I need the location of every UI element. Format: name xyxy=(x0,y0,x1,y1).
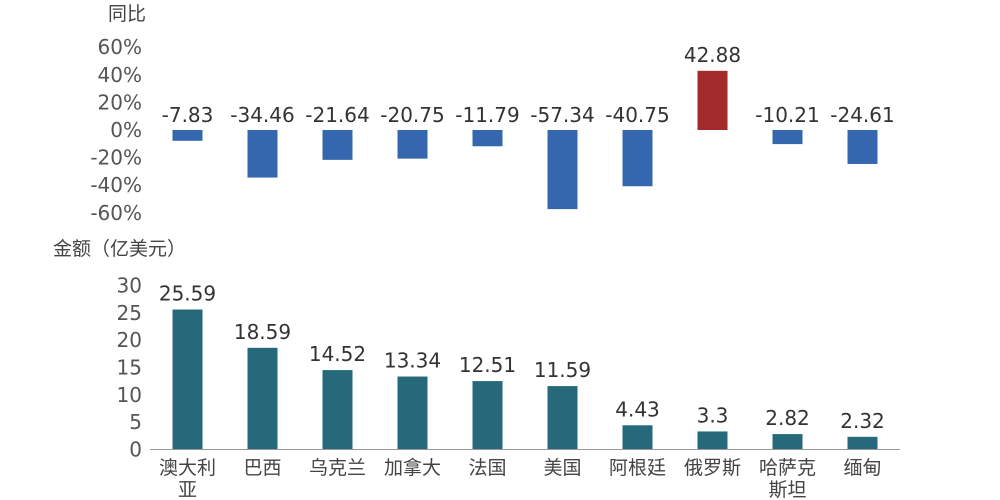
amount-data-label: 11.59 xyxy=(534,358,591,382)
yoy-data-label: -40.75 xyxy=(605,103,669,127)
amount-bar xyxy=(697,431,728,450)
amount-y-tick-label: 15 xyxy=(117,355,142,379)
amount-y-tick-label: 25 xyxy=(117,301,142,325)
amount-bar xyxy=(772,434,803,450)
yoy-data-label: -11.79 xyxy=(455,103,519,127)
yoy-y-tick-label: 40% xyxy=(98,63,142,87)
yoy-data-label: -20.75 xyxy=(380,103,444,127)
category-label: 哈萨克斯坦 xyxy=(759,457,816,500)
yoy-y-tick-label: -20% xyxy=(90,146,142,170)
amount-data-label: 4.43 xyxy=(615,397,660,421)
amount-data-label: 13.34 xyxy=(384,349,441,373)
category-label: 法国 xyxy=(468,457,506,479)
amount-axis-title: 金额（亿美元） xyxy=(53,238,186,260)
category-label: 加拿大 xyxy=(384,456,441,479)
yoy-bar xyxy=(172,130,203,141)
yoy-y-tick-label: -40% xyxy=(90,173,142,197)
yoy-axis-title: 同比 xyxy=(108,3,146,25)
amount-bar-chart: 30 25 20 15 10 5 0 25.59 18.59 14.52 13.34 12.51 11.… xyxy=(117,273,900,500)
amount-data-label: 25.59 xyxy=(159,282,216,306)
yoy-data-label: -57.34 xyxy=(530,103,594,127)
yoy-data-label: -24.61 xyxy=(830,103,894,127)
amount-bar xyxy=(172,309,203,450)
yoy-y-tick-label: 0% xyxy=(110,118,142,142)
amount-data-label: 12.51 xyxy=(459,353,516,377)
category-label: 巴西 xyxy=(243,457,281,479)
amount-bar xyxy=(397,376,428,450)
amount-data-label: 2.82 xyxy=(765,406,810,430)
amount-bar xyxy=(547,386,578,450)
amount-bar xyxy=(472,381,503,450)
yoy-bar xyxy=(397,130,428,159)
yoy-data-label: -7.83 xyxy=(162,103,214,127)
amount-data-label: 18.59 xyxy=(234,320,291,344)
amount-y-tick-label: 5 xyxy=(129,410,142,434)
category-label: 澳大利亚 xyxy=(159,457,216,500)
amount-bar xyxy=(847,436,878,450)
yoy-data-label: -10.21 xyxy=(755,103,819,127)
category-label: 美国 xyxy=(543,457,581,479)
amount-y-tick-label: 30 xyxy=(117,273,142,297)
amount-y-tick-label: 20 xyxy=(117,328,142,352)
yoy-bar xyxy=(472,130,503,147)
amount-bar xyxy=(322,370,353,450)
yoy-bar xyxy=(622,130,653,187)
category-label: 阿根廷 xyxy=(609,457,666,479)
amount-bar xyxy=(247,347,278,450)
yoy-data-label: -34.46 xyxy=(230,103,294,127)
amount-data-label: 2.32 xyxy=(840,409,885,433)
yoy-bar xyxy=(247,130,278,178)
category-label: 乌克兰 xyxy=(309,457,366,479)
category-label: 俄罗斯 xyxy=(684,457,741,479)
yoy-y-tick-label: 60% xyxy=(98,35,142,59)
category-label: 缅甸 xyxy=(843,457,881,479)
yoy-y-tick-label: 20% xyxy=(98,90,142,114)
amount-y-tick-label: 10 xyxy=(117,383,142,407)
amount-y-tick-label: 0 xyxy=(129,438,142,462)
yoy-y-tick-label: -60% xyxy=(90,201,142,225)
amount-bar xyxy=(622,425,653,450)
amount-data-label: 14.52 xyxy=(309,342,366,366)
yoy-bar xyxy=(322,130,353,160)
yoy-data-label: -21.64 xyxy=(305,103,369,127)
yoy-bar xyxy=(847,130,878,164)
yoy-data-label: 42.88 xyxy=(684,43,741,67)
amount-data-label: 3.3 xyxy=(697,403,729,427)
yoy-bar xyxy=(697,70,728,130)
yoy-bar-chart: 60% 40% 20% 0% -20% -40% -60% -7.83 -34.46 -21.64… xyxy=(90,35,894,225)
yoy-bar xyxy=(772,130,803,145)
yoy-bar xyxy=(547,130,578,210)
